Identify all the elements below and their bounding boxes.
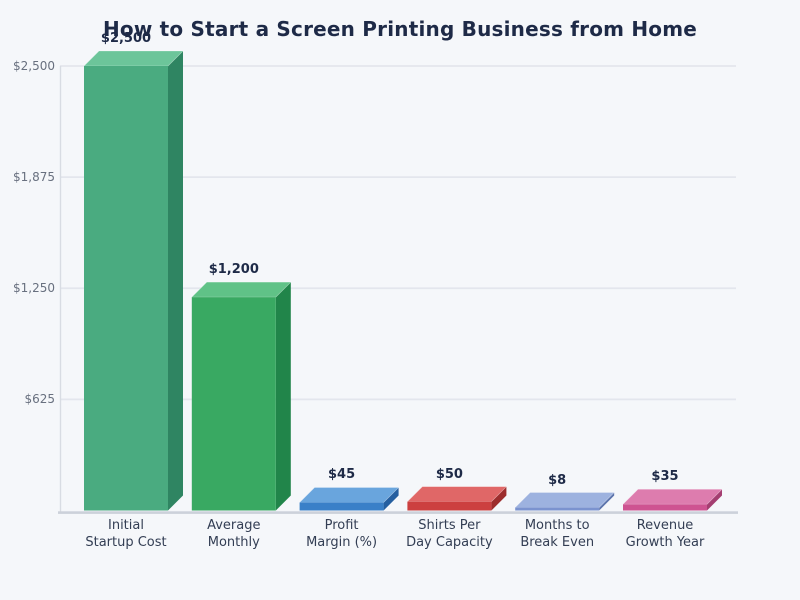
bar-side-face <box>383 487 399 511</box>
bar-side-face <box>491 486 507 511</box>
y-tick-label: $2,500 <box>13 59 55 73</box>
y-tick-label: $625 <box>24 392 55 407</box>
x-category-label: Revenue Growth Year <box>603 517 727 551</box>
bar-value-label: $8 <box>548 472 567 488</box>
category-line: Months to <box>524 518 590 533</box>
category-line: Profit <box>324 518 359 533</box>
category-line: Break Even <box>520 535 595 550</box>
x-category-label: Shirts Per Day Capacity <box>387 517 511 551</box>
bar-top-face <box>406 486 508 503</box>
bar-value-label: $2,500 <box>100 31 152 46</box>
bar-value-label: $35 <box>651 469 679 485</box>
bar-front-face <box>515 507 600 511</box>
x-category-label: Months to Break Even <box>495 517 619 551</box>
bar-top-face <box>622 488 723 505</box>
bar-top-face <box>83 50 184 67</box>
bar-top-face <box>514 492 616 508</box>
category-line: Monthly <box>207 535 260 550</box>
bar-front-face <box>191 297 276 511</box>
x-category-label: Profit Margin (%) <box>280 517 404 551</box>
category-line: Growth Year <box>625 535 705 550</box>
bar-top-face <box>190 281 292 298</box>
bar-front-face <box>84 66 168 511</box>
category-line: Average <box>207 518 261 533</box>
chart-title: How to Start a Screen Printing Business … <box>102 17 698 41</box>
bar-top-face <box>298 487 400 503</box>
x-category-label: Initial Startup Cost <box>64 517 188 551</box>
bar-side-face <box>275 282 291 511</box>
bar-value-label: $1,200 <box>208 262 259 278</box>
y-tick-label: $1,875 <box>13 170 55 185</box>
bar-front-face <box>623 504 707 511</box>
category-line: Margin (%) <box>306 535 378 550</box>
bar-front-face <box>407 501 492 511</box>
category-line: Startup Cost <box>85 535 167 550</box>
x-axis-line <box>58 511 738 514</box>
category-line: Revenue <box>636 518 694 533</box>
bar-front-face <box>299 502 384 511</box>
bar-value-label: $45 <box>328 467 356 483</box>
category-line: Initial <box>108 518 144 533</box>
category-line: Shirts Per <box>418 518 481 533</box>
bar-side-face <box>168 51 183 511</box>
bar-side-face <box>599 492 615 511</box>
x-category-label: Average Monthly <box>172 517 296 551</box>
category-line: Day Capacity <box>406 535 493 550</box>
bar-value-label: $50 <box>435 466 463 482</box>
bar-side-face <box>707 489 722 511</box>
y-tick-label: $1,250 <box>13 281 55 296</box>
